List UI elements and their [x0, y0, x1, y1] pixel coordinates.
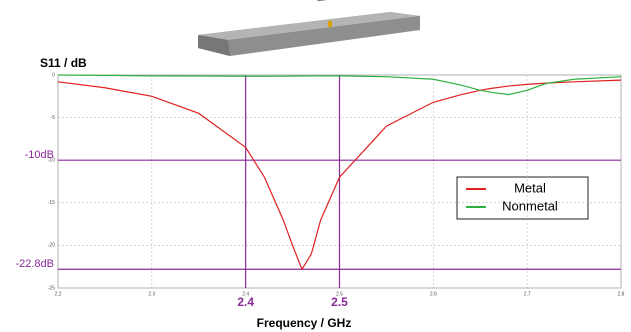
legend-label: Metal — [514, 180, 546, 195]
y-tick-label: -15 — [48, 200, 55, 206]
board-render — [198, 0, 420, 56]
reference-label: 2.4 — [237, 295, 254, 309]
legend-label: Nonmetal — [502, 198, 558, 213]
x-tick-label: 2.3 — [148, 291, 155, 297]
x-tick-label: 2.2 — [55, 291, 62, 297]
chart: S11 / dB Frequency / GHz 0-5-10-15-20-25… — [0, 0, 631, 332]
x-tick-label: 2.8 — [618, 291, 625, 297]
y-tick-label: -5 — [51, 115, 56, 121]
y-tick-label: 0 — [52, 72, 55, 78]
x-axis-label: Frequency / GHz — [257, 316, 352, 330]
x-tick-label: 2.7 — [524, 291, 531, 297]
y-tick-label: -20 — [48, 243, 55, 249]
x-tick-label: 2.6 — [430, 291, 437, 297]
reference-label: 2.5 — [331, 295, 348, 309]
chart-title: S11 / dB — [40, 56, 87, 70]
reference-label: -22.8dB — [15, 258, 54, 270]
reference-label: -10dB — [25, 149, 54, 161]
